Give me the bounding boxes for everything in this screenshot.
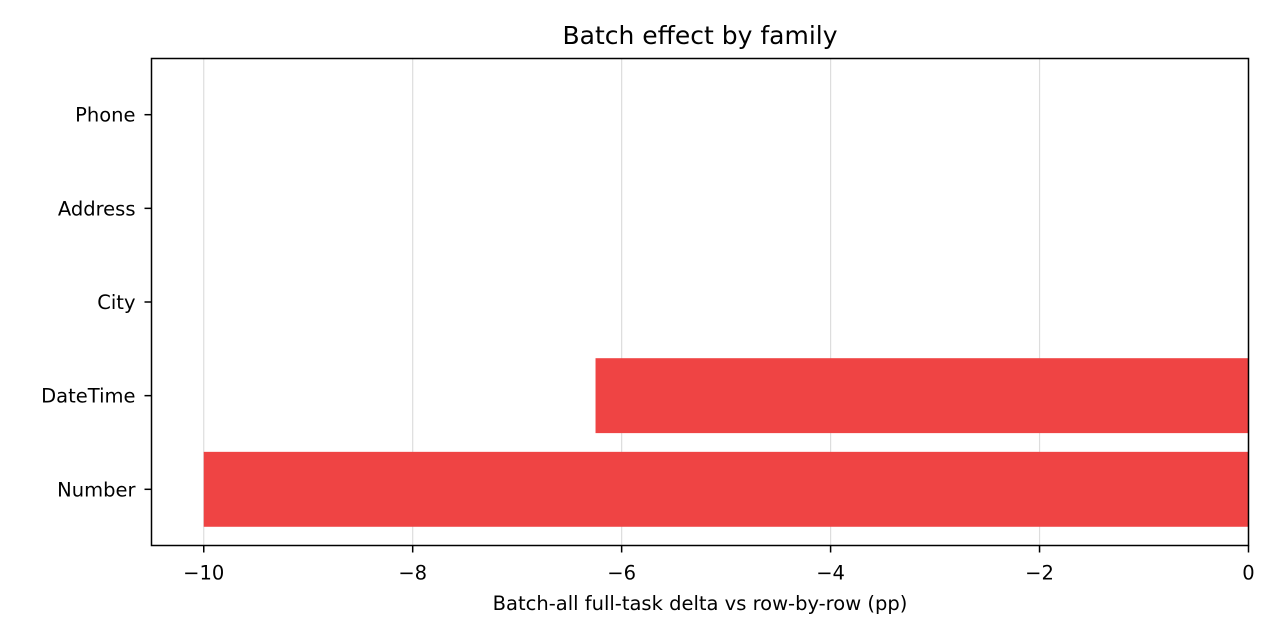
bar-datetime xyxy=(595,358,1249,434)
y-tick-label-datetime: DateTime xyxy=(41,385,135,408)
y-tick-label-city: City xyxy=(97,291,135,314)
x-tick-label-3: −4 xyxy=(816,562,845,585)
x-tick-label-4: −2 xyxy=(1025,562,1054,585)
chart-title: Batch effect by family xyxy=(562,21,837,50)
x-tick-label-2: −6 xyxy=(607,562,636,585)
x-tick-label-5: 0 xyxy=(1242,562,1254,585)
y-tick-label-address: Address xyxy=(58,197,136,220)
x-tick-label-1: −8 xyxy=(398,562,427,585)
x-tick-label-0: −10 xyxy=(183,562,224,585)
y-tick-label-number: Number xyxy=(57,478,136,501)
bar-number xyxy=(203,451,1249,527)
y-axis-ticks: Number DateTime City Address Phone xyxy=(41,104,152,501)
x-axis-label: Batch-all full-task delta vs row-by-row … xyxy=(493,592,908,615)
y-tick-label-phone: Phone xyxy=(75,104,135,127)
x-axis-ticks: −10 −8 −6 −4 −2 0 xyxy=(183,545,1255,585)
bars xyxy=(203,358,1249,527)
